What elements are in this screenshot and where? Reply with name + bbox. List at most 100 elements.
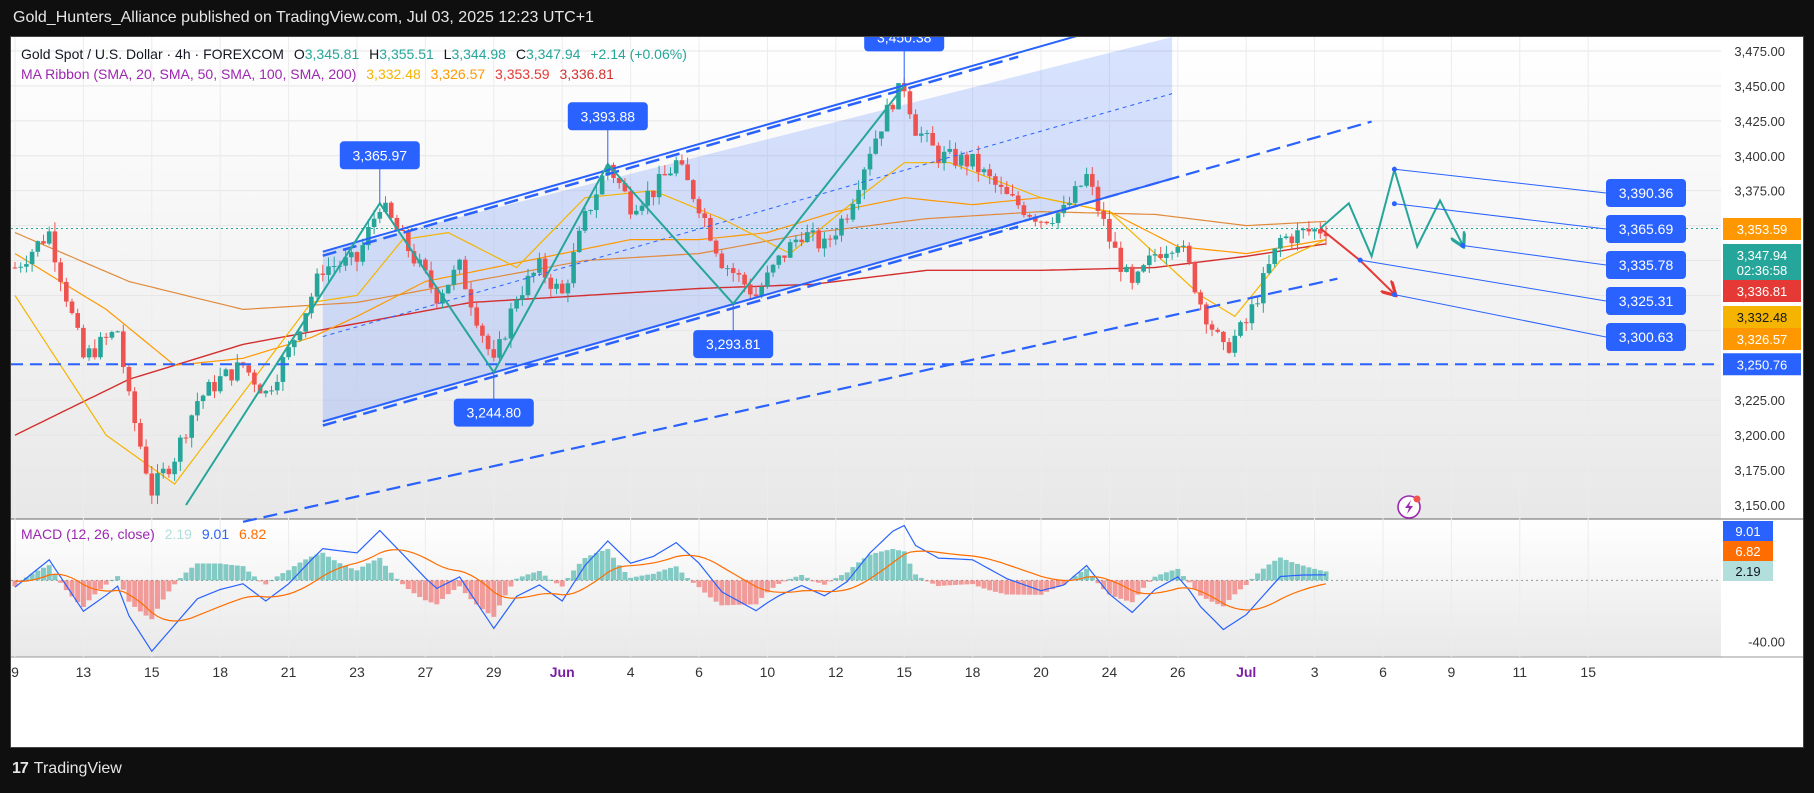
macd-histogram-bar xyxy=(457,580,463,587)
macd-histogram-bar xyxy=(365,563,371,581)
candle-body xyxy=(371,218,377,227)
candle-body xyxy=(121,331,126,368)
candle-body xyxy=(1044,221,1049,224)
candle-body xyxy=(320,273,326,275)
macd-histogram-bar xyxy=(702,580,708,593)
macd-histogram-bar xyxy=(1129,580,1135,603)
legend[interactable]: Gold Spot / U.S. Dollar · 4h · FOREXCOM … xyxy=(21,46,687,542)
candle-body xyxy=(309,296,314,314)
macd-histogram-bar xyxy=(343,565,349,581)
candle-body xyxy=(155,473,160,496)
macd-histogram-bar xyxy=(964,580,970,585)
macd-histogram-bar xyxy=(80,580,86,608)
macd-tick-label: -40.00 xyxy=(1748,634,1785,649)
candle-body xyxy=(753,294,759,297)
chart-frame[interactable]: 3,365.97 3,244.80 3,393.88 3,293.81 3,450.38… xyxy=(10,36,1804,748)
tradingview-logo[interactable]: 17 TradingView xyxy=(12,760,122,778)
candle-body xyxy=(1124,266,1129,272)
macd-histogram-bar xyxy=(411,580,417,594)
swing-label-box xyxy=(693,330,774,359)
swing-label: 3,365.97 xyxy=(353,147,408,163)
macd-histogram-bar xyxy=(628,577,634,581)
macd-histogram-bar xyxy=(468,580,474,600)
candle-body xyxy=(383,202,388,213)
macd-histogram-bar xyxy=(229,564,235,581)
price-tag-box xyxy=(1723,244,1801,280)
macd-histogram-bar xyxy=(206,563,212,581)
replay-icon[interactable] xyxy=(1397,495,1421,519)
price-tag: 3,336.81 xyxy=(1737,284,1788,299)
candle-body xyxy=(64,281,69,302)
macd-histogram-bar xyxy=(46,565,52,581)
candle-body xyxy=(29,251,35,265)
candle-body xyxy=(742,274,747,285)
candle-body xyxy=(668,173,673,176)
macd-histogram-bar xyxy=(576,563,582,581)
price-tag: 3,326.57 xyxy=(1737,332,1788,347)
macd-histogram-bar xyxy=(1306,567,1312,581)
macd-tag-box xyxy=(1723,521,1773,541)
candle-body xyxy=(75,313,80,328)
candle-body xyxy=(206,382,212,396)
macd-histogram-bar xyxy=(291,566,297,581)
candle-body xyxy=(1101,210,1106,219)
macd-histogram-bar xyxy=(75,580,81,603)
chart-canvas[interactable]: 3,365.97 3,244.80 3,393.88 3,293.81 3,450.38… xyxy=(11,37,1803,747)
candle-body xyxy=(200,395,206,402)
macd-histogram-bar xyxy=(776,580,782,584)
macd-histogram-bar xyxy=(593,552,599,581)
macd-histogram-bar xyxy=(308,556,314,581)
candle-body xyxy=(468,289,474,308)
macd-histogram-bar xyxy=(29,573,35,581)
drawings[interactable]: 3,365.97 3,244.80 3,393.88 3,293.81 3,450.38… xyxy=(11,37,1721,523)
time-tick-label: 12 xyxy=(828,664,844,680)
candle-body xyxy=(354,252,360,262)
macd-histogram-bar xyxy=(707,580,713,598)
macd-histogram-bar xyxy=(86,580,92,601)
macd-histogram-bar xyxy=(1158,574,1164,581)
channel-fill xyxy=(322,37,1173,422)
macd-hist-value: 2.19 xyxy=(165,526,192,542)
macd-histogram-bar xyxy=(633,576,639,581)
candle-body xyxy=(759,286,764,297)
macd-histogram-bar xyxy=(155,580,160,609)
price-tag-box xyxy=(1723,328,1801,350)
macd-histogram-bar xyxy=(673,566,679,581)
macd-histogram-bar xyxy=(599,550,605,581)
legend-close: 3,347.94 xyxy=(526,46,581,62)
candle-body xyxy=(622,183,628,192)
macd-histogram-bar xyxy=(1289,562,1295,581)
macd-histogram-bar xyxy=(719,580,725,606)
swing-label: 3,293.81 xyxy=(706,336,761,352)
macd-histogram-bar xyxy=(554,580,559,584)
projection-point xyxy=(1460,242,1466,248)
macd-histogram-bar xyxy=(764,580,770,593)
macd-histogram-bar xyxy=(1044,580,1050,592)
macd-histogram-bar xyxy=(844,572,850,581)
macd-histogram-bar xyxy=(58,580,64,583)
swing-label-box xyxy=(567,102,648,131)
candle-body xyxy=(577,230,582,253)
candle-body xyxy=(896,83,901,110)
candle-body xyxy=(326,266,331,275)
macd-histogram-bar xyxy=(736,580,742,605)
macd-histogram-bar xyxy=(958,580,964,585)
macd-histogram-bar xyxy=(519,576,525,581)
macd-histogram-bar xyxy=(314,554,320,581)
time-tick-label: 29 xyxy=(486,664,502,680)
candle-body xyxy=(81,327,86,358)
candle-body xyxy=(52,231,58,263)
macd-histogram-bar xyxy=(451,580,457,591)
macd-line-value: 9.01 xyxy=(202,526,229,542)
candle-body xyxy=(1283,236,1289,239)
candle-body xyxy=(981,169,987,173)
macd-histogram-bar xyxy=(1078,572,1084,581)
macd-histogram-bar xyxy=(360,566,366,581)
macd-histogram-bar xyxy=(992,580,998,592)
candle-body xyxy=(628,191,633,215)
candle-body xyxy=(953,148,958,166)
candle-body xyxy=(537,258,542,273)
time-tick-label: 13 xyxy=(76,664,92,680)
macd-histogram-bar xyxy=(548,579,554,581)
